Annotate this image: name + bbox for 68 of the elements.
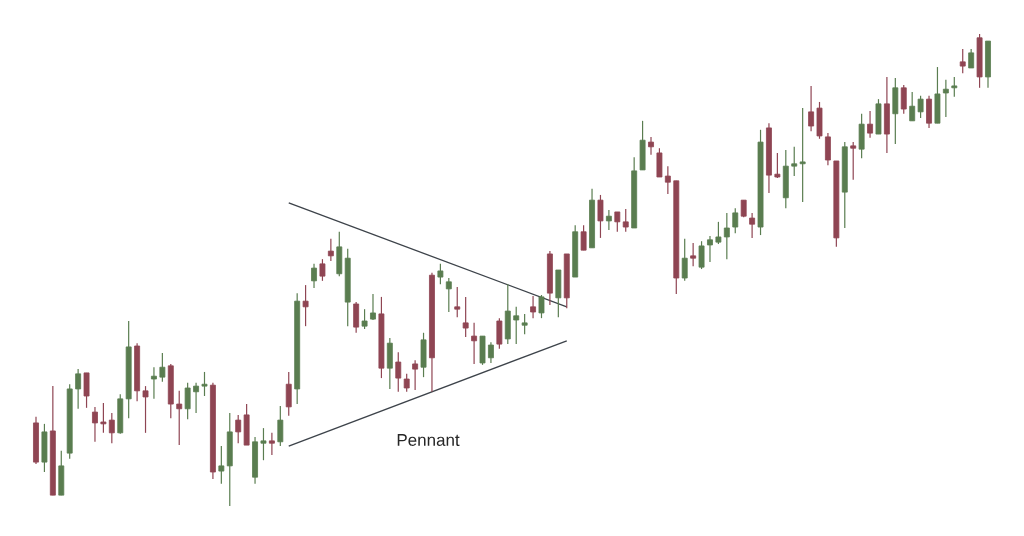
candlestick — [749, 212, 756, 239]
candlestick — [513, 306, 520, 345]
candlestick — [159, 352, 166, 383]
candlestick — [867, 110, 873, 139]
candlestick — [521, 313, 528, 335]
candlestick — [311, 263, 317, 289]
candlestick — [488, 341, 494, 364]
candlestick — [176, 390, 183, 446]
candlestick — [664, 165, 671, 195]
candlestick — [353, 301, 360, 334]
candlestick — [151, 366, 157, 400]
candlestick — [285, 371, 292, 417]
candlestick — [681, 238, 688, 282]
candlestick — [951, 76, 958, 98]
annotation: Pennant — [397, 434, 460, 446]
candlestick — [412, 359, 419, 391]
candlestick — [361, 308, 368, 330]
candlestick — [648, 136, 654, 156]
candlestick — [622, 208, 629, 233]
candlestick — [707, 235, 713, 263]
candlestick — [100, 402, 107, 434]
candlestick — [277, 405, 284, 447]
candlestick — [530, 295, 536, 319]
candlestick — [445, 277, 452, 313]
candlestick — [690, 242, 697, 267]
candlestick — [319, 258, 326, 282]
candlestick — [597, 194, 604, 239]
candlestick — [370, 293, 376, 321]
candlestick — [462, 296, 469, 338]
candlestick — [92, 406, 98, 443]
candlestick — [235, 414, 242, 444]
candlestick — [108, 412, 115, 444]
candlestick — [732, 207, 739, 234]
candlestick — [496, 317, 503, 350]
candlestick — [715, 221, 722, 245]
candlestick — [942, 79, 949, 118]
candlestick — [917, 95, 924, 119]
candlestick — [184, 382, 191, 420]
candlestick — [454, 286, 461, 318]
candlestick — [850, 141, 857, 181]
candlestick — [799, 107, 806, 203]
candlestick — [614, 211, 621, 233]
candlestick — [825, 132, 831, 166]
candlestick — [605, 209, 612, 231]
candlestick — [808, 85, 815, 132]
candlestick — [723, 212, 730, 260]
candlestick — [268, 432, 275, 456]
candlestick — [698, 240, 705, 270]
candlestick — [791, 146, 798, 177]
candlestick — [959, 48, 966, 74]
candlestick — [909, 91, 916, 122]
candlestick — [260, 427, 267, 461]
candlestick — [75, 368, 82, 410]
candlestick — [580, 224, 587, 251]
candlestick — [201, 371, 208, 397]
candlestick — [471, 322, 478, 365]
candlestick — [395, 351, 402, 393]
candlestick — [327, 238, 334, 262]
candlestick — [302, 284, 309, 327]
candlestick — [437, 263, 444, 285]
candlestick — [900, 84, 907, 115]
candlestick — [218, 445, 225, 485]
candlestick — [538, 294, 545, 319]
candlestick — [968, 48, 975, 69]
candlestick — [142, 385, 149, 434]
candlestick — [83, 372, 90, 409]
candlestick — [193, 382, 199, 414]
candlestick — [774, 152, 781, 179]
